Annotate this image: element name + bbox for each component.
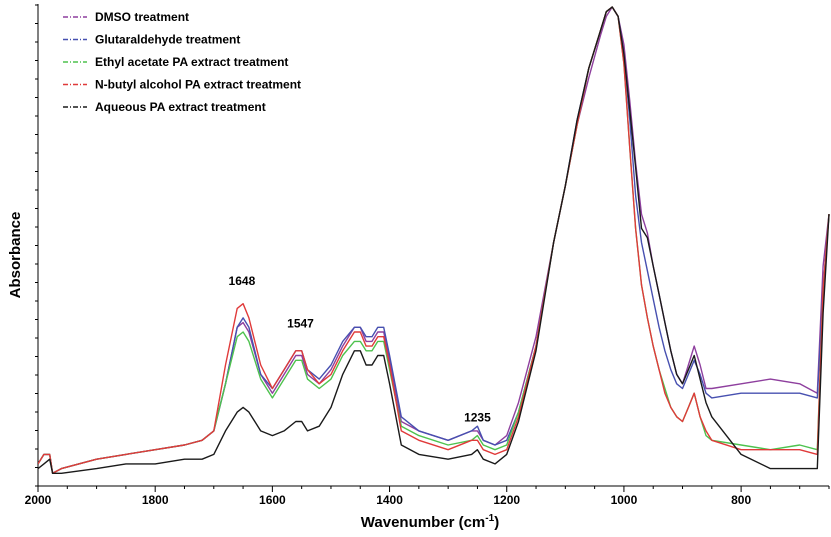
x-axis-title: Wavenumber (cm-1) — [361, 513, 499, 531]
x-tick-label: 800 — [731, 493, 751, 507]
series-line-2 — [38, 6, 830, 474]
y-axis-title: Absorbance — [7, 212, 24, 299]
peak-label: 1235 — [464, 410, 491, 424]
peak-label: 1547 — [287, 316, 314, 330]
x-axis-title-superscript: -1 — [485, 513, 494, 524]
x-axis-title-close: ) — [494, 514, 499, 531]
x-tick-label: 1000 — [611, 493, 638, 507]
x-axis-title-main: Wavenumber (cm — [361, 514, 485, 531]
legend-label: Aqueous PA extract treatment — [95, 100, 266, 114]
legend-label: DMSO treatment — [95, 10, 189, 24]
series-lines — [38, 6, 830, 474]
x-tick-label: 2000 — [25, 493, 52, 507]
axes: 2000 1800 1600 1400 1200 1000 800 — [25, 4, 830, 507]
x-tick-label: 1800 — [142, 493, 169, 507]
legend-label: Ethyl acetate PA extract treatment — [95, 55, 288, 69]
x-tick-label: 1400 — [376, 493, 403, 507]
legend: DMSO treatment Glutaraldehyde treatment Et… — [63, 10, 301, 114]
peak-annotations: 1648 1547 1235 — [229, 274, 492, 425]
legend-label: N-butyl alcohol PA extract treatment — [95, 78, 301, 92]
legend-label: Glutaraldehyde treatment — [95, 33, 240, 47]
x-tick-label: 1200 — [493, 493, 520, 507]
peak-label: 1648 — [229, 274, 256, 288]
series-line-4 — [38, 6, 830, 474]
x-tick-label: 1600 — [259, 493, 286, 507]
series-line-5 — [38, 6, 830, 474]
